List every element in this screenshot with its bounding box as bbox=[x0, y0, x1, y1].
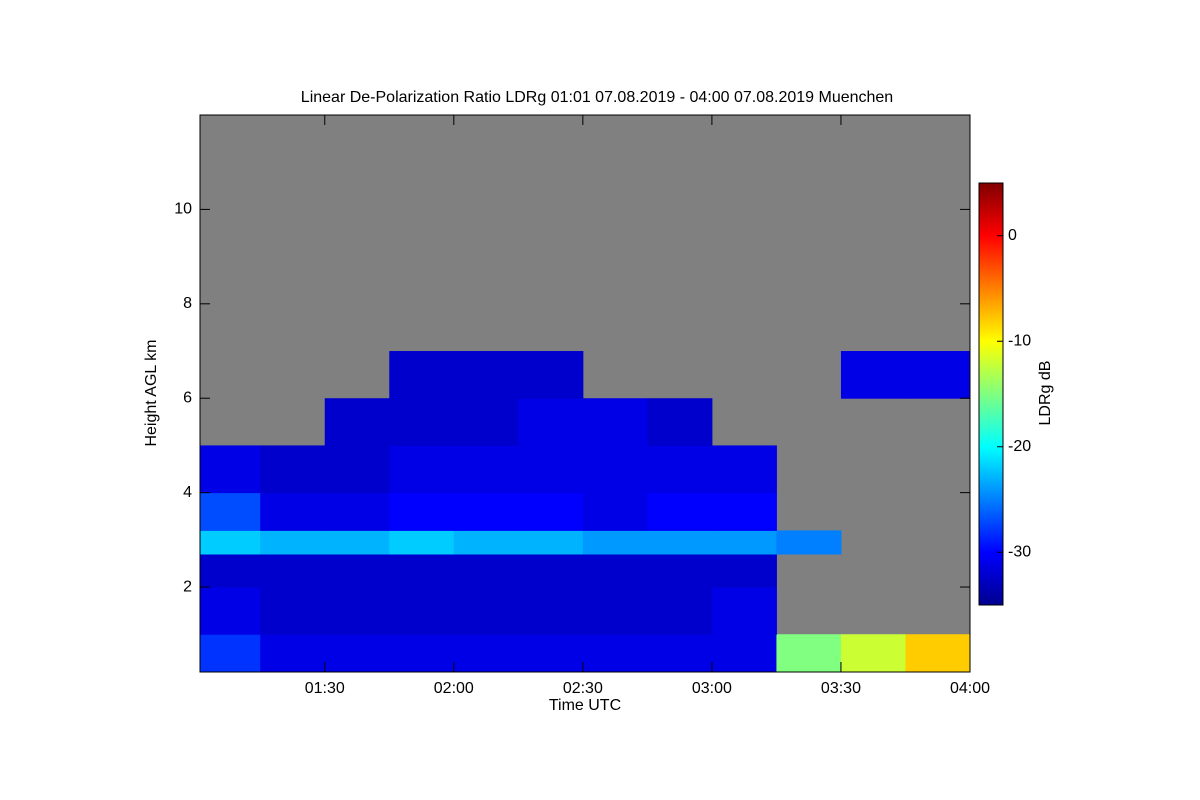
heatmap-cell bbox=[711, 445, 777, 494]
heatmap-cell bbox=[647, 445, 713, 494]
heatmap-cell bbox=[711, 492, 777, 531]
heatmap-cell bbox=[389, 445, 455, 494]
heatmap-cell bbox=[582, 445, 648, 494]
colorbar-tick-label: -30 bbox=[1008, 543, 1031, 560]
y-tick-label: 6 bbox=[183, 389, 192, 406]
heatmap-cell bbox=[453, 492, 519, 531]
heatmap-cell bbox=[200, 553, 261, 588]
heatmap-cell bbox=[518, 445, 584, 494]
x-tick-label: 04:00 bbox=[950, 680, 990, 697]
heatmap-cell bbox=[582, 492, 648, 531]
colorbar-label: LDRg dB bbox=[1037, 361, 1054, 426]
heatmap-cell bbox=[582, 530, 648, 555]
colorbar-tick-label: 0 bbox=[1008, 227, 1017, 244]
x-tick-label: 01:30 bbox=[305, 680, 345, 697]
heatmap-cell bbox=[260, 530, 326, 555]
heatmap-cell bbox=[905, 634, 971, 673]
heatmap-cell bbox=[200, 530, 261, 555]
heatmap-cell bbox=[518, 634, 584, 673]
heatmap-cell bbox=[389, 398, 455, 446]
heatmap-cell bbox=[647, 492, 713, 531]
heatmap-cell bbox=[260, 553, 326, 588]
heatmap-cell bbox=[453, 351, 519, 399]
heatmap-cell bbox=[582, 587, 648, 635]
heatmap-cell bbox=[200, 445, 261, 494]
heatmap-cell bbox=[647, 587, 713, 635]
heatmap-cell bbox=[840, 634, 906, 673]
heatmap-cell bbox=[711, 587, 777, 635]
heatmap-cell bbox=[453, 553, 519, 588]
colorbar-tick-label: -10 bbox=[1008, 332, 1031, 349]
y-axis-label: Height AGL km bbox=[143, 339, 160, 446]
heatmap-cell bbox=[518, 530, 584, 555]
heatmap-cell bbox=[200, 492, 261, 531]
heatmap-cell bbox=[260, 634, 326, 673]
heatmap-cell bbox=[260, 492, 326, 531]
heatmap-cell bbox=[453, 634, 519, 673]
chart-title: Linear De-Polarization Ratio LDRg 01:01 … bbox=[301, 89, 893, 106]
heatmap-cell bbox=[582, 634, 648, 673]
x-tick-label: 03:30 bbox=[821, 680, 861, 697]
heatmap-cell bbox=[518, 492, 584, 531]
heatmap-cell bbox=[260, 587, 326, 635]
heatmap-cell bbox=[647, 530, 713, 555]
heatmap-cell bbox=[647, 553, 713, 588]
heatmap-cell bbox=[389, 553, 455, 588]
heatmap-cell bbox=[324, 553, 390, 588]
heatmap-cell bbox=[324, 492, 390, 531]
heatmap-cell bbox=[647, 398, 713, 446]
heatmap-cell bbox=[324, 398, 390, 446]
heatmap-cell bbox=[711, 530, 777, 555]
heatmap-cell bbox=[200, 634, 261, 673]
y-tick-label: 2 bbox=[183, 578, 192, 595]
heatmap-cell bbox=[389, 492, 455, 531]
heatmap-cell bbox=[324, 445, 390, 494]
heatmap-cell bbox=[711, 553, 777, 588]
heatmap-cell bbox=[711, 634, 777, 673]
heatmap-cell bbox=[582, 553, 648, 588]
y-tick-label: 8 bbox=[183, 295, 192, 312]
heatmap-cell bbox=[389, 634, 455, 673]
heatmap-cell bbox=[324, 530, 390, 555]
heatmap-cell bbox=[260, 445, 326, 494]
y-tick-label: 10 bbox=[174, 201, 192, 218]
heatmap-cell bbox=[776, 530, 842, 555]
heatmap-cell bbox=[453, 445, 519, 494]
heatmap-cell bbox=[776, 634, 842, 673]
heatmap-cell bbox=[518, 398, 584, 446]
heatmap-cell bbox=[389, 351, 455, 399]
x-tick-label: 02:00 bbox=[434, 680, 474, 697]
x-tick-label: 03:00 bbox=[692, 680, 732, 697]
heatmap-cell bbox=[840, 351, 906, 399]
heatmap-cell bbox=[647, 634, 713, 673]
heatmap-cell bbox=[453, 587, 519, 635]
heatmap-cell bbox=[905, 351, 971, 399]
heatmap-cell bbox=[518, 351, 584, 399]
heatmap-cell bbox=[200, 587, 261, 635]
colorbar-tick-label: -20 bbox=[1008, 438, 1031, 455]
heatmap-cell bbox=[518, 553, 584, 588]
heatmap-cell bbox=[389, 587, 455, 635]
heatmap-cell bbox=[453, 530, 519, 555]
heatmap-cell bbox=[324, 587, 390, 635]
heatmap-cell bbox=[324, 634, 390, 673]
y-tick-label: 4 bbox=[183, 484, 192, 501]
heatmap-cell bbox=[582, 398, 648, 446]
plot-frame bbox=[199, 114, 971, 673]
x-tick-label: 02:30 bbox=[563, 680, 603, 697]
colorbar bbox=[978, 182, 1004, 606]
heatmap-cell bbox=[518, 587, 584, 635]
heatmap-cell bbox=[453, 398, 519, 446]
heatmap-cell bbox=[389, 530, 455, 555]
x-axis-label: Time UTC bbox=[549, 697, 621, 714]
